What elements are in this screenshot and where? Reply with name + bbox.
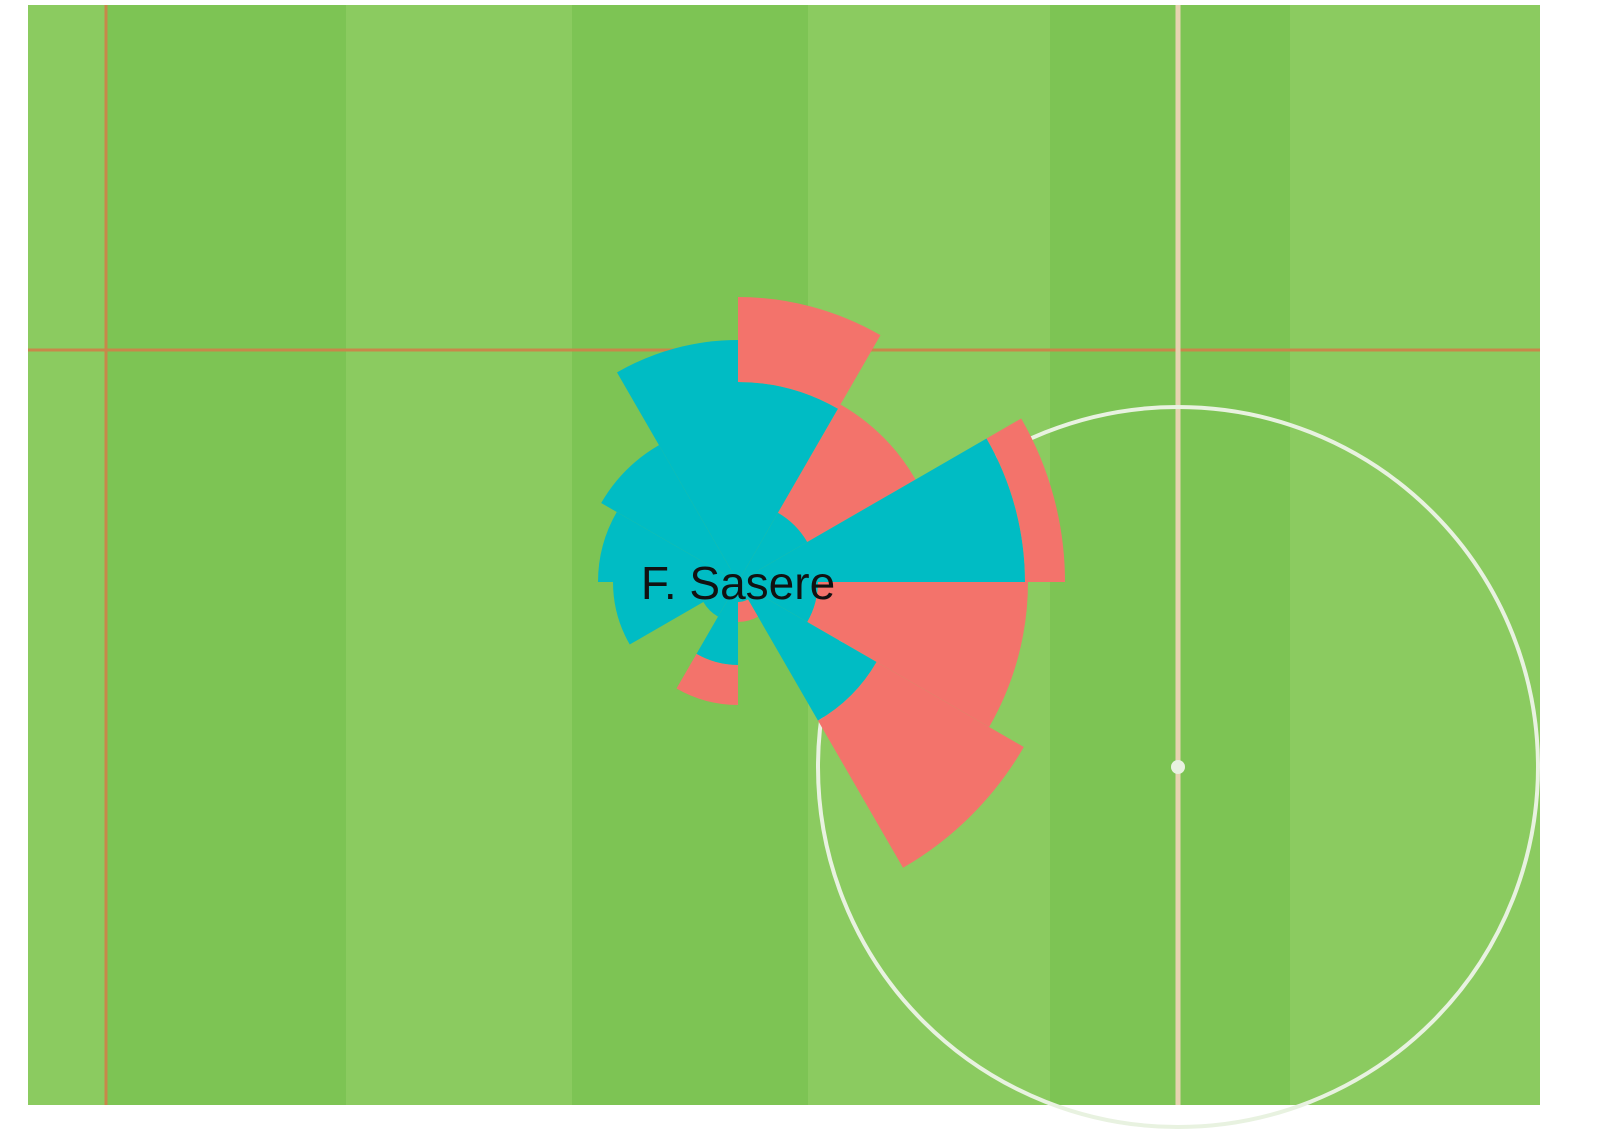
stripe <box>1050 5 1290 1105</box>
stripe <box>106 5 346 1105</box>
pitch-chart: F. Sasere <box>0 0 1619 1139</box>
center-spot <box>1171 760 1185 774</box>
player-label: F. Sasere <box>641 557 835 609</box>
